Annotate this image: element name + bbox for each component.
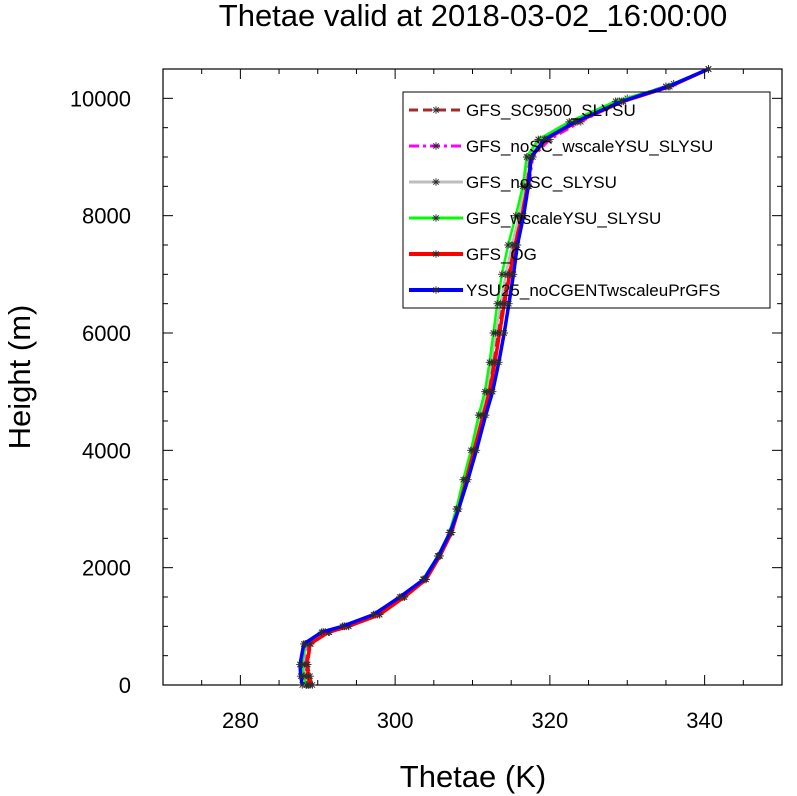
data-point-marker bbox=[481, 387, 489, 396]
data-point-marker bbox=[300, 640, 308, 648]
legend-marker bbox=[432, 286, 440, 294]
data-point-marker bbox=[302, 681, 310, 689]
data-point-marker bbox=[491, 358, 499, 367]
data-point-marker bbox=[504, 241, 512, 249]
data-point-marker bbox=[618, 97, 626, 106]
data-point-marker bbox=[501, 270, 510, 279]
data-point-marker bbox=[454, 505, 463, 513]
data-point-marker bbox=[296, 672, 305, 680]
data-point-marker bbox=[434, 552, 443, 560]
data-point-marker bbox=[524, 182, 533, 191]
data-point-marker bbox=[611, 97, 620, 106]
data-point-marker bbox=[500, 329, 509, 337]
data-point-marker bbox=[303, 660, 311, 669]
data-point-marker bbox=[519, 211, 528, 220]
data-point-marker bbox=[704, 65, 713, 73]
data-point-marker bbox=[527, 153, 536, 161]
data-point-marker bbox=[304, 672, 313, 680]
data-point-marker bbox=[306, 640, 314, 648]
data-point-marker bbox=[400, 593, 409, 601]
legend-label: GFS_wscaleYSU_SLYSU bbox=[466, 209, 661, 228]
chart-title: Thetae valid at 2018-03-02_16:00:00 bbox=[219, 0, 727, 33]
data-point-marker bbox=[495, 358, 503, 367]
data-point-marker bbox=[464, 475, 472, 484]
y-tick-label: 6000 bbox=[82, 321, 131, 346]
y-tick-label: 2000 bbox=[82, 556, 131, 581]
data-point-marker bbox=[534, 135, 543, 144]
data-point-marker bbox=[395, 593, 404, 601]
data-point-marker bbox=[375, 610, 384, 619]
data-point-marker bbox=[664, 82, 673, 91]
data-point-marker bbox=[571, 118, 580, 126]
data-point-marker bbox=[485, 358, 494, 367]
data-point-marker bbox=[324, 628, 333, 636]
data-point-marker bbox=[296, 660, 304, 669]
x-tick-label: 340 bbox=[686, 708, 723, 733]
data-point-marker bbox=[509, 270, 518, 279]
legend-label: GFS_noSC_wscaleYSU_SLYSU bbox=[466, 137, 713, 156]
x-tick-label: 280 bbox=[222, 708, 259, 733]
data-point-marker bbox=[505, 270, 514, 279]
data-point-marker bbox=[488, 387, 497, 396]
series-YSU25_noCGENTwscaleuPrGFS bbox=[296, 65, 713, 689]
axis-ticks: 280 300 320 340 0 2000 4000 6000 8000 10000 bbox=[70, 68, 783, 733]
x-tick-label: 320 bbox=[532, 708, 569, 733]
data-point-marker bbox=[565, 118, 574, 126]
data-point-marker bbox=[338, 622, 347, 631]
legend-label: YSU25_noCGENTwscaleuPrGFS bbox=[466, 281, 720, 300]
x-tick-label: 300 bbox=[377, 708, 414, 733]
legend-marker bbox=[432, 178, 440, 186]
data-point-marker bbox=[546, 135, 554, 144]
y-tick-label: 10000 bbox=[70, 86, 131, 111]
legend-marker bbox=[432, 250, 440, 258]
legend-marker bbox=[432, 106, 440, 114]
legend-box bbox=[402, 91, 771, 309]
data-point-marker bbox=[446, 528, 454, 537]
data-point-marker bbox=[489, 329, 498, 337]
x-axis-title: Thetae (K) bbox=[400, 759, 546, 794]
data-point-marker bbox=[540, 135, 549, 144]
data-point-marker bbox=[369, 610, 378, 619]
y-axis-title: Height (m) bbox=[2, 305, 37, 450]
y-tick-label: 0 bbox=[119, 673, 131, 698]
legend-label: GFS_OG bbox=[466, 245, 537, 264]
data-point-marker bbox=[495, 329, 504, 337]
data-point-marker bbox=[513, 241, 522, 249]
data-point-marker bbox=[518, 182, 527, 191]
data-point-marker bbox=[498, 270, 506, 279]
legend-label: GFS_noSC_SLYSU bbox=[466, 173, 617, 192]
legend-marker bbox=[432, 142, 440, 150]
data-point-marker bbox=[317, 628, 326, 636]
data-point-marker bbox=[298, 681, 307, 689]
data-point-marker bbox=[522, 153, 531, 161]
data-point-marker bbox=[472, 446, 481, 455]
y-tick-label: 8000 bbox=[82, 204, 131, 229]
y-tick-label: 4000 bbox=[82, 438, 131, 463]
data-point-marker bbox=[419, 575, 428, 584]
data-point-marker bbox=[481, 411, 490, 419]
data-point-marker bbox=[505, 299, 513, 308]
data-point-marker bbox=[500, 299, 509, 308]
data-point-marker bbox=[493, 299, 502, 308]
chart-legend: GFS_SC9500_SLYSU GFS_noSC_wscaleYSU_SLYSU… bbox=[402, 91, 771, 309]
data-point-marker bbox=[306, 681, 314, 689]
legend-marker bbox=[432, 214, 440, 222]
data-point-marker bbox=[512, 211, 520, 220]
data-point-marker bbox=[474, 411, 483, 419]
legend-label: GFS_SC9500_SLYSU bbox=[466, 101, 636, 120]
data-point-marker bbox=[344, 622, 353, 631]
series-lines bbox=[296, 65, 713, 689]
